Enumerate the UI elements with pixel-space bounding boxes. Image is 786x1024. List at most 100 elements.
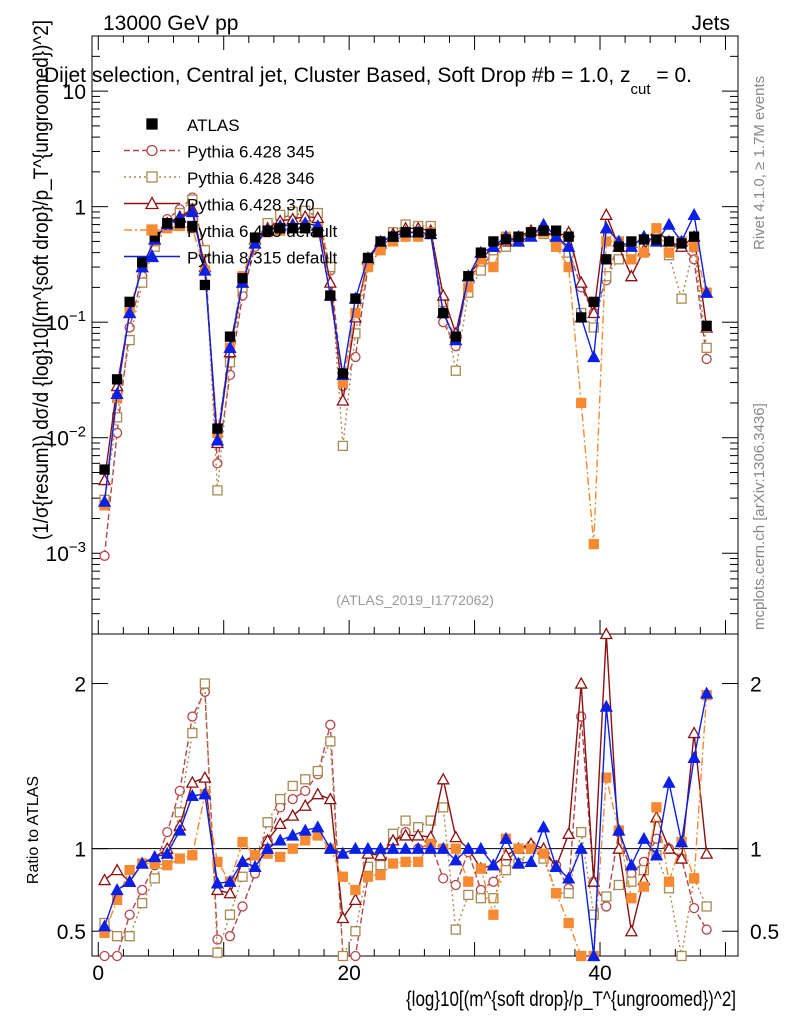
main-point [550, 225, 562, 236]
ratio-point [187, 711, 198, 722]
main-point [162, 217, 173, 229]
main-point [237, 273, 248, 284]
main-point [124, 296, 135, 307]
plot-title-main: Dijet selection, Central jet, Cluster Ba… [44, 64, 631, 87]
plot-title-tail: = 0. [651, 64, 692, 87]
main-point [562, 239, 576, 252]
ratio-point [237, 871, 248, 882]
ratio-point [562, 871, 576, 884]
main-point [262, 225, 273, 236]
main-point [248, 236, 262, 249]
main-point [99, 464, 110, 475]
main-line [103, 225, 708, 545]
ratio-point [450, 843, 461, 854]
ratio-point [587, 949, 601, 962]
ratio-point [651, 802, 662, 813]
ratio-point [612, 841, 626, 854]
ratio-point [674, 851, 689, 864]
main-point [199, 279, 211, 291]
main-point [249, 232, 261, 243]
ratio-point [350, 950, 361, 962]
legend-marker [146, 224, 158, 236]
main-point [676, 293, 687, 304]
main-y-axis-label: (1/σ{resum}) dσ/d {log}10[(m^{soft drop}… [30, 20, 53, 540]
ratio-point [425, 815, 436, 826]
ratio-point [488, 876, 499, 887]
ratio-point [235, 855, 250, 868]
ratio-point [323, 792, 337, 805]
main-point [599, 207, 613, 220]
ratio-point [424, 841, 438, 854]
ratio-point [97, 873, 112, 886]
ratio-point [223, 874, 237, 887]
ratio-point [474, 841, 488, 854]
ratio-point [375, 869, 386, 881]
legend-entry: Pythia 8.315 default [124, 249, 338, 268]
ratio-point [463, 889, 474, 901]
main-point [613, 254, 624, 265]
ratio-point [436, 772, 450, 785]
main-point [223, 340, 237, 353]
main-point [97, 473, 112, 486]
main-point [387, 231, 399, 242]
ratio-point [350, 884, 361, 896]
ratio-point [286, 808, 300, 821]
main-point [663, 247, 675, 258]
ratio-point [148, 850, 162, 863]
ratio-point [261, 841, 275, 854]
main-point [336, 393, 350, 406]
ratio-y-tick-label: 1 [74, 839, 86, 862]
ratio-series-pythia-8-315-default [97, 686, 714, 962]
series-marks [97, 192, 714, 962]
ratio-point [461, 841, 475, 854]
legend-entry: Pythia 6.428 346 [124, 169, 315, 188]
ratio-point [373, 848, 388, 861]
main-point [587, 350, 601, 363]
ratio-point [111, 931, 123, 942]
main-point [701, 320, 712, 331]
ratio-point [499, 831, 513, 844]
ratio-point [662, 775, 676, 788]
main-point [350, 328, 361, 339]
ratio-point [562, 826, 576, 839]
main-point [525, 227, 537, 238]
main-point [275, 223, 286, 234]
ratio-point [99, 950, 110, 962]
ratio-point [700, 846, 714, 859]
ratio-point [687, 726, 701, 739]
ratio-point [337, 871, 349, 882]
main-point [111, 374, 123, 385]
ratio-point [387, 858, 399, 869]
ratio-point [111, 894, 123, 906]
ratio-point [348, 841, 363, 854]
x-tick-label: 40 [588, 962, 611, 985]
ratio-point [563, 888, 574, 899]
main-point [576, 397, 587, 409]
ratio-point [538, 848, 549, 859]
ratio-point [350, 926, 361, 937]
ratio-point [649, 810, 664, 823]
legend-entry: Pythia 6.428 default [124, 222, 338, 241]
legend-marker [144, 249, 160, 263]
main-y-tick-exponent: −3 [69, 539, 86, 556]
ratio-point [198, 770, 212, 783]
legend-entry: Pythia 6.428 345 [124, 143, 315, 162]
ratio-point [676, 950, 687, 962]
main-point [450, 365, 461, 376]
main-point [463, 271, 474, 282]
main-point [300, 223, 311, 234]
ratio-point [400, 815, 411, 826]
main-point [325, 290, 336, 301]
ratio-point [475, 863, 487, 874]
ratio-point [135, 856, 149, 869]
ratio-point [273, 833, 287, 846]
ratio-point [688, 873, 700, 884]
main-point [574, 275, 588, 288]
ratio-point [587, 874, 601, 887]
main-y-tick-exponent: −1 [69, 308, 86, 325]
ratio-point [123, 874, 137, 887]
ratio-point [626, 876, 637, 887]
main-point [362, 252, 374, 264]
